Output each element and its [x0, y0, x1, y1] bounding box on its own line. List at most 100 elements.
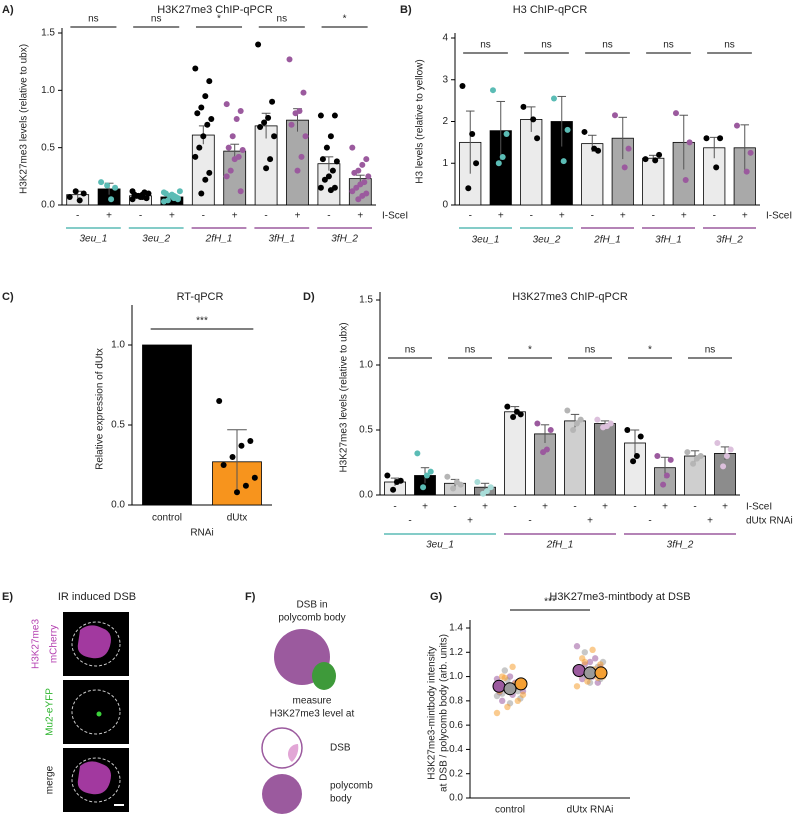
data-point: [76, 197, 83, 204]
data-point: [329, 167, 336, 174]
channel-label: H3K27me3: [31, 619, 42, 669]
x-tick-label: -: [530, 211, 533, 222]
group-label: 3eu_1: [79, 234, 107, 245]
x-tick-label: +: [707, 516, 713, 527]
data-point: [693, 455, 700, 462]
group-label: 3fH_1: [655, 235, 682, 246]
y-tick-label: 0.8: [449, 695, 463, 706]
panel-f: F) DSB in polycomb body measure H3K27me3…: [245, 591, 373, 814]
x-tick-label: -: [202, 211, 205, 222]
y-tick-label: 0.5: [111, 420, 125, 431]
data-point: [292, 110, 299, 117]
x-tick-label: -: [393, 502, 396, 513]
data-point: [591, 145, 598, 152]
significance: ns: [585, 345, 596, 356]
data-point: [564, 126, 571, 133]
diagram-label: measure: [293, 696, 332, 707]
y-tick-label: 1.0: [111, 340, 125, 351]
y-tick-label: 0.6: [449, 720, 463, 731]
data-point: [353, 184, 360, 191]
data-point: [247, 438, 254, 444]
data-point: [469, 131, 476, 138]
x-tick-label: +: [559, 211, 565, 222]
bar: [286, 119, 309, 206]
data-point: [453, 479, 460, 485]
significance: ns: [88, 14, 99, 25]
x-tick-label: +: [602, 502, 608, 513]
data-point: [519, 691, 527, 698]
x-tick-label: -: [573, 502, 576, 513]
y-tick-label: 1.2: [449, 647, 463, 658]
data-point: [586, 658, 594, 666]
data-point: [625, 145, 632, 152]
micrograph: [63, 680, 129, 744]
data-point: [319, 156, 326, 163]
data-point: [323, 144, 330, 151]
data-point: [592, 655, 599, 662]
data-point: [231, 156, 238, 163]
data-point: [317, 112, 324, 119]
x-tick-label: dUtx RNAi: [567, 805, 614, 816]
data-point: [363, 156, 370, 163]
significance: ns: [465, 345, 476, 356]
y-tick-label: 4: [442, 33, 448, 44]
data-point: [351, 169, 358, 176]
data-point: [501, 674, 508, 681]
data-point: [239, 146, 246, 153]
x-tick-label: -: [139, 211, 142, 222]
data-point: [656, 151, 663, 158]
data-point: [510, 414, 517, 420]
data-point: [355, 196, 362, 203]
x-tick-label: dUtx: [227, 513, 248, 524]
data-point: [223, 173, 230, 180]
panel-letter: A): [2, 4, 14, 16]
y-axis-label: H3K27me3-mintbody intensity: [427, 646, 438, 779]
data-point: [237, 107, 244, 114]
x-tick-label: +: [422, 502, 428, 513]
data-point: [534, 420, 541, 427]
x-tick-label: +: [467, 516, 473, 527]
data-point: [747, 149, 754, 156]
replicate-mean: [572, 664, 586, 677]
data-point: [642, 156, 649, 163]
y-axis-label: H3K27me3 levels (relative to ubx): [19, 44, 30, 194]
data-point: [703, 135, 710, 142]
x-tick-label: +: [722, 502, 728, 513]
data-point: [359, 161, 366, 168]
x-tick-label: -: [327, 211, 330, 222]
replicate-mean: [492, 679, 506, 693]
panel-letter: E): [2, 591, 13, 603]
x-tick-label: -: [591, 211, 594, 222]
x-tick-label: -: [652, 211, 655, 222]
data-point: [288, 121, 295, 128]
data-point: [579, 675, 586, 683]
data-point: [365, 173, 372, 180]
x-tick-label: +: [232, 211, 238, 222]
data-point: [489, 87, 496, 94]
data-point: [727, 446, 734, 453]
x-tick-label: +: [681, 211, 687, 222]
x-tick-label: -: [648, 516, 651, 527]
data-point: [633, 453, 640, 459]
significance: ns: [724, 40, 735, 51]
data-point: [384, 472, 391, 479]
data-point: [271, 133, 278, 140]
data-point: [393, 479, 400, 485]
signal: [77, 625, 111, 659]
data-point: [611, 112, 618, 119]
data-point: [333, 158, 340, 165]
data-point: [621, 164, 628, 171]
significance: ns: [151, 14, 162, 25]
data-point: [325, 173, 332, 180]
x-tick-label: -: [408, 516, 411, 527]
y-tick-label: 0.0: [359, 490, 373, 501]
panel-title: IR induced DSB: [58, 591, 136, 603]
data-point: [229, 454, 236, 460]
data-point: [560, 158, 567, 165]
group-label: 3eu_2: [533, 235, 561, 246]
data-point: [743, 168, 750, 175]
x-tick-label: -: [528, 516, 531, 527]
data-point: [208, 116, 215, 122]
group-label: 3eu_1: [426, 540, 454, 551]
data-point: [223, 101, 230, 108]
